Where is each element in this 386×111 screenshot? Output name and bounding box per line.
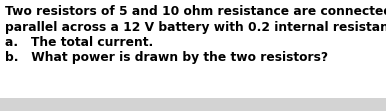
- Text: parallel across a 12 V battery with 0.2 internal resistance.: parallel across a 12 V battery with 0.2 …: [5, 21, 386, 34]
- Text: Two resistors of 5 and 10 ohm resistance are connected in: Two resistors of 5 and 10 ohm resistance…: [5, 5, 386, 18]
- Bar: [0, 98, 386, 111]
- Text: b.   What power is drawn by the two resistors?: b. What power is drawn by the two resist…: [5, 51, 328, 64]
- Text: a.   The total current.: a. The total current.: [5, 36, 153, 49]
